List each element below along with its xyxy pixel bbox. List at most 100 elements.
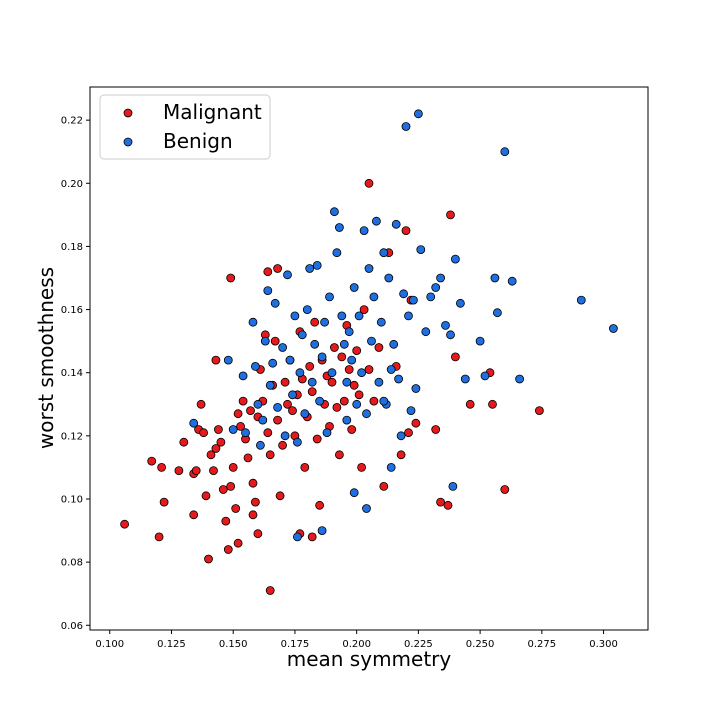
point-malignant-102: [273, 264, 283, 273]
point-benign-30: [312, 260, 322, 270]
point-benign-42: [342, 377, 352, 387]
y-tick-label-4: 0.14: [61, 368, 83, 379]
x-axis-ticks: 0.100 0.125 0.150 0.175 0.200 0.225 0.250 0.275…: [95, 630, 618, 650]
point-malignant-98: [535, 406, 544, 416]
point-benign-38: [332, 248, 342, 258]
point-benign-22: [292, 437, 302, 447]
point-benign-84: [480, 371, 490, 381]
point-malignant-30: [246, 406, 255, 416]
point-malignant-8: [191, 466, 201, 476]
point-malignant-0: [120, 519, 129, 529]
point-benign-47: [354, 311, 364, 321]
point-malignant-13: [201, 491, 211, 501]
point-malignant-20: [221, 516, 231, 526]
point-benign-73: [421, 327, 431, 337]
point-benign-13: [268, 358, 278, 368]
point-malignant-14: [206, 450, 216, 460]
point-benign-8: [255, 440, 265, 450]
point-benign-69: [408, 295, 418, 305]
point-benign-87: [500, 147, 510, 157]
point-malignant-9: [189, 510, 199, 520]
point-benign-80: [450, 254, 460, 264]
plot-frame: [89, 86, 649, 631]
point-benign-26: [302, 305, 312, 315]
point-malignant-79: [369, 396, 379, 406]
point-benign-95: [386, 462, 396, 472]
point-benign-18: [283, 270, 292, 280]
point-benign-11: [263, 286, 273, 296]
point-benign-72: [416, 245, 426, 255]
point-malignant-41: [270, 336, 280, 346]
point-malignant-64: [327, 377, 337, 387]
point-malignant-12: [199, 428, 209, 438]
point-malignant-3: [159, 497, 169, 507]
x-tick-label-2: 0.150: [219, 639, 248, 650]
legend-label-malignant: Malignant: [163, 100, 262, 124]
point-malignant-71: [344, 365, 354, 374]
point-benign-71: [413, 109, 423, 119]
y-tick-label-1: 0.08: [61, 558, 83, 569]
point-malignant-103: [364, 178, 374, 188]
x-tick-label-0: 0.100: [95, 639, 124, 650]
point-benign-50: [362, 409, 371, 419]
point-malignant-26: [236, 421, 246, 431]
x-tick-label-8: 0.300: [589, 639, 618, 650]
legend-box: [99, 94, 271, 160]
point-malignant-80: [374, 343, 384, 352]
point-malignant-2: [157, 462, 167, 472]
point-malignant-91: [443, 500, 453, 510]
point-malignant-38: [263, 428, 273, 438]
point-malignant-21: [223, 545, 233, 554]
point-malignant-19: [218, 485, 228, 494]
legend-marker-malignant: [123, 108, 133, 118]
point-malignant-22: [226, 481, 236, 491]
point-malignant-33: [253, 529, 263, 539]
point-malignant-55: [305, 361, 315, 371]
point-benign-6: [250, 361, 260, 371]
point-malignant-77: [359, 305, 369, 315]
point-malignant-23: [228, 462, 238, 472]
point-malignant-4: [154, 532, 164, 542]
point-malignant-42: [273, 415, 283, 425]
point-benign-0: [189, 418, 199, 428]
point-benign-25: [300, 409, 310, 419]
point-malignant-24: [231, 504, 241, 513]
point-malignant-44: [278, 440, 288, 450]
point-malignant-92: [446, 210, 455, 220]
point-benign-14: [270, 298, 280, 308]
point-benign-81: [455, 298, 465, 308]
point-benign-76: [436, 273, 446, 283]
y-tick-label-3: 0.12: [61, 431, 83, 442]
point-benign-21: [290, 311, 300, 321]
y-tick-label-5: 0.16: [61, 305, 83, 316]
point-benign-16: [278, 343, 288, 352]
y-tick-label-0: 0.06: [61, 621, 83, 632]
point-malignant-18: [216, 437, 226, 447]
point-benign-39: [334, 223, 344, 232]
point-malignant-59: [315, 500, 325, 510]
point-benign-51: [364, 264, 374, 273]
point-malignant-32: [250, 497, 260, 507]
point-malignant-78: [364, 365, 374, 374]
point-malignant-56: [307, 387, 317, 397]
point-benign-45: [349, 283, 359, 292]
x-tick-label-6: 0.250: [466, 639, 495, 650]
point-benign-61: [389, 339, 399, 349]
point-benign-98: [362, 504, 371, 513]
point-benign-54: [371, 216, 381, 226]
point-malignant-86: [404, 428, 413, 438]
point-malignant-6: [179, 437, 189, 447]
point-benign-53: [369, 292, 379, 302]
point-benign-52: [367, 336, 376, 346]
point-benign-83: [475, 336, 485, 346]
point-benign-63: [394, 374, 404, 384]
point-malignant-39: [265, 450, 275, 460]
point-benign-74: [426, 292, 436, 302]
point-benign-34: [322, 428, 332, 438]
point-malignant-84: [396, 450, 406, 460]
point-benign-59: [384, 273, 394, 283]
point-malignant-29: [243, 453, 253, 463]
point-malignant-74: [352, 346, 362, 356]
point-malignant-11: [196, 399, 206, 409]
